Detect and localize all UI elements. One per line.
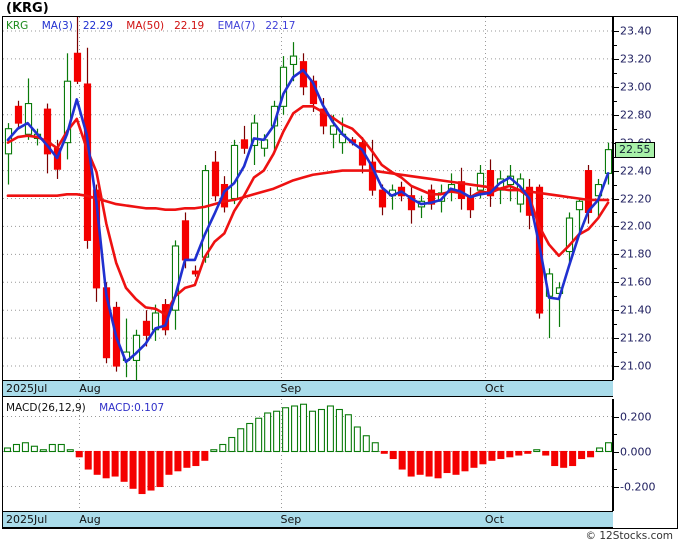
macd-axis-line [612, 399, 614, 511]
price-axis-minor-tick [613, 212, 617, 214]
price-axis-tick [613, 254, 619, 256]
legend-ma50-label: MA(50) [126, 20, 165, 32]
date-axis-label: Aug [79, 513, 101, 526]
macd-plot [3, 399, 613, 511]
price-axis-tick [613, 86, 619, 88]
price-axis-minor-tick [613, 100, 617, 102]
price-axis-tick [613, 198, 619, 200]
macd-axis-tick [613, 416, 619, 418]
price-axis-tick-label: 23.20 [620, 52, 652, 66]
legend-ma3-label: MA(3) [41, 20, 73, 32]
date-axis-label: 2025Jul [6, 382, 48, 395]
price-axis-tick [613, 58, 619, 60]
date-axis-label: Oct [484, 382, 504, 395]
legend-ma3-value: 22.29 [82, 20, 113, 32]
price-axis-tick [613, 282, 619, 284]
macd-axis-tick-label: -0.200 [620, 480, 656, 493]
date-axis-top: 2025Jul Aug Sep Oct [3, 380, 613, 397]
price-axis-tick [613, 30, 619, 32]
price-axis-minor-tick [613, 352, 617, 354]
price-axis-tick-label: 21.60 [620, 275, 652, 289]
macd-chart-pane [3, 399, 613, 511]
price-axis-minor-tick [613, 296, 617, 298]
date-axis-label: 2025Jul [6, 513, 48, 526]
macd-legend: MACD(26,12,9) MACD:0.107 [6, 402, 164, 414]
macd-axis-tick [613, 486, 619, 488]
macd-axis-tick [613, 451, 619, 453]
legend-macd-value: MACD:0.107 [99, 402, 165, 414]
price-axis-tick-label: 21.20 [620, 331, 652, 345]
macd-axis-tick-label: 0.000 [620, 445, 652, 458]
price-axis-minor-tick [613, 324, 617, 326]
legend-macd-name: MACD(26,12,9) [6, 402, 86, 414]
price-axis-tick [613, 114, 619, 116]
price-axis-minor-tick [613, 128, 617, 130]
price-axis-tick [613, 226, 619, 228]
macd-axis-minor-tick [613, 469, 617, 470]
price-axis-tick [613, 170, 619, 172]
date-axis-bottom: 2025Jul Aug Sep Oct [3, 511, 613, 528]
price-chart-pane [3, 17, 613, 380]
price-axis-tick-label: 23.40 [620, 24, 652, 38]
macd-axis-tick-label: 0.200 [620, 410, 652, 423]
price-axis-tick [613, 366, 619, 368]
macd-axis-minor-tick [613, 434, 617, 435]
price-axis-minor-tick [613, 268, 617, 270]
price-axis-tick-label: 22.00 [620, 219, 652, 233]
price-axis-tick-label: 22.20 [620, 192, 652, 205]
legend-ema7-value: 22.17 [265, 20, 296, 32]
legend-ema7-label: EMA(7) [217, 20, 256, 32]
price-axis-tick-label: 22.40 [620, 164, 652, 178]
price-axis-tick-label: 23.00 [620, 80, 652, 94]
price-axis-minor-tick [613, 184, 617, 186]
price-axis-minor-tick [613, 44, 617, 46]
legend-ma50-value: 22.19 [174, 20, 205, 32]
price-axis-minor-tick [613, 72, 617, 74]
price-axis-minor-tick [613, 240, 617, 242]
price-axis-tick-label: 22.80 [620, 108, 652, 122]
price-axis-tick [613, 310, 619, 312]
price-axis-tick-label: 21.80 [620, 247, 652, 261]
legend-symbol: KRG [6, 20, 29, 32]
chart-frame [2, 16, 678, 529]
price-plot [3, 17, 613, 380]
copyright-footer: © 12Stocks.com [585, 530, 674, 542]
date-axis-label: Aug [79, 382, 101, 395]
price-axis-tick-label: 21.40 [620, 303, 652, 317]
current-price-flag: 22.55 [615, 141, 655, 158]
date-axis-label: Oct [484, 513, 504, 526]
price-legend: KRG MA(3) 22.29 MA(50) 22.19 EMA(7) 22.1… [6, 20, 295, 32]
date-axis-label: Sep [280, 382, 302, 395]
price-axis-tick [613, 338, 619, 340]
price-axis-tick-label: 21.00 [620, 359, 652, 373]
chart-title: (KRG) [6, 1, 49, 16]
date-axis-label: Sep [280, 513, 302, 526]
